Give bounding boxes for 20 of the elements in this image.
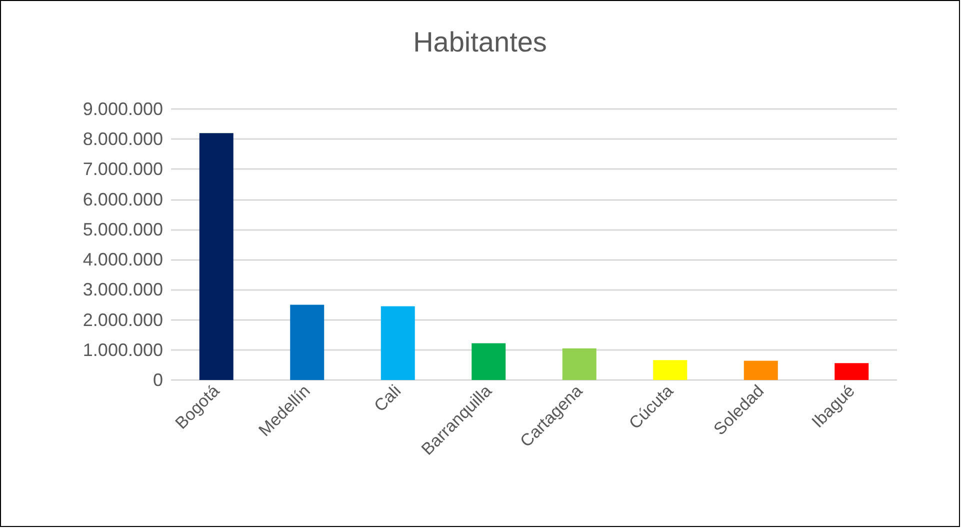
y-tick-label: 7.000.000 <box>82 159 163 180</box>
y-tick-label: 6.000.000 <box>82 189 163 210</box>
bar <box>744 360 778 380</box>
bar <box>380 306 415 380</box>
bar <box>290 304 324 380</box>
y-tick-label: 0 <box>152 370 163 390</box>
y-tick-label: 9.000.000 <box>82 99 163 119</box>
bar <box>653 360 688 380</box>
chart-title: Habitantes <box>413 26 547 58</box>
bar <box>834 363 869 380</box>
x-tick-label: Cali <box>370 381 405 416</box>
y-tick-label: 8.000.000 <box>82 129 163 150</box>
bar <box>562 348 596 380</box>
y-tick-label: 1.000.000 <box>82 340 163 360</box>
y-tick-label: 2.000.000 <box>82 310 163 330</box>
bar <box>199 133 234 380</box>
y-tick-label: 4.000.000 <box>82 250 163 270</box>
bar <box>472 343 506 380</box>
y-tick-label: 3.000.000 <box>82 280 163 300</box>
y-tick-label: 5.000.000 <box>82 219 163 240</box>
